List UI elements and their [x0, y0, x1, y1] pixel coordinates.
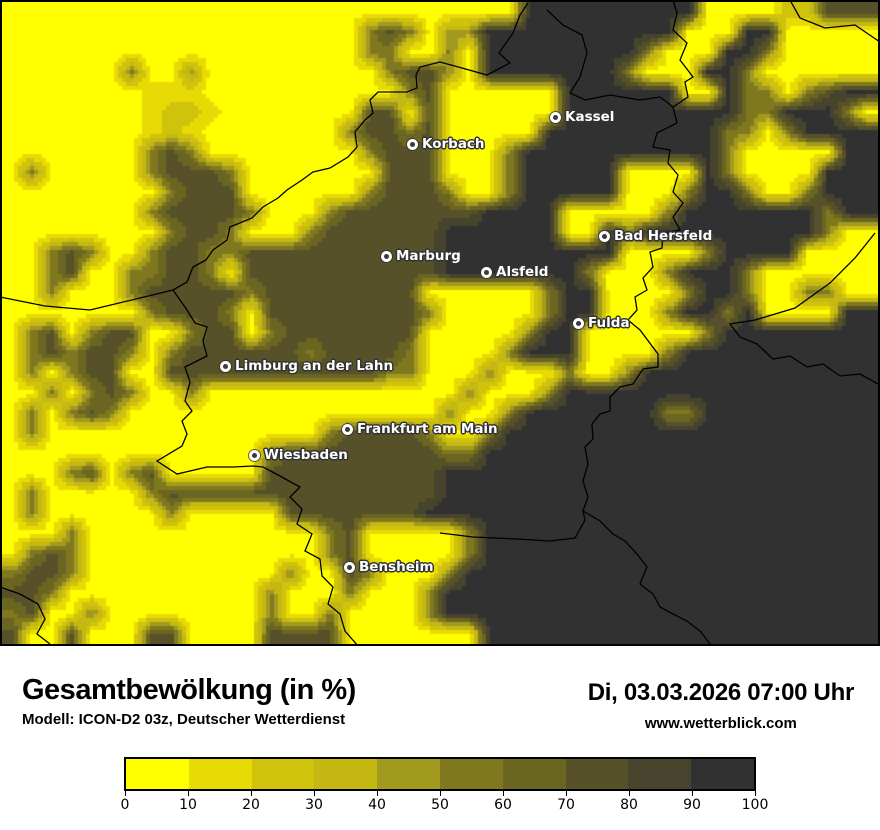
- website-url: www.wetterblick.com: [644, 715, 797, 732]
- legend-tick-mark: [755, 791, 756, 796]
- legend-tick-label: 10: [179, 797, 197, 813]
- legend-segment-70-80: [565, 759, 629, 789]
- legend-segment-40-50: [377, 759, 440, 789]
- map-footer: [0, 646, 880, 830]
- legend-tick-mark: [125, 791, 126, 796]
- legend-segment-0-10: [126, 759, 189, 789]
- color-legend: [124, 757, 756, 791]
- model-info: Modell: ICON-D2 03z, Deutscher Wetterdie…: [22, 711, 346, 728]
- legend-segment-20-30: [251, 759, 315, 789]
- legend-tick-mark: [188, 791, 189, 796]
- legend-tick-mark: [692, 791, 693, 796]
- legend-tick-label: 90: [683, 797, 701, 813]
- legend-segment-60-70: [502, 759, 566, 789]
- legend-tick-label: 40: [368, 797, 386, 813]
- legend-tick-mark: [314, 791, 315, 796]
- legend-segment-30-40: [314, 759, 378, 789]
- valid-datetime: Di, 03.03.2026 07:00 Uhr: [587, 679, 855, 706]
- legend-segment-80-90: [628, 759, 692, 789]
- header-right: Di, 03.03.2026 07:00 Uhr www.wetterblick…: [587, 679, 855, 732]
- legend-tick-label: 70: [557, 797, 575, 813]
- legend-tick-label: 60: [494, 797, 512, 813]
- legend-segment-50-60: [439, 759, 503, 789]
- legend-tick-label: 0: [120, 797, 130, 813]
- legend-tick-mark: [251, 791, 252, 796]
- legend-tick-label: 100: [741, 797, 769, 813]
- cloud-cover-map: Kassel Korbach Bad Hersfeld Marburg Alsfeld F…: [0, 0, 880, 646]
- legend-tick-label: 20: [242, 797, 260, 813]
- legend-tick-mark: [377, 791, 378, 796]
- legend-segment-10-20: [188, 759, 252, 789]
- legend-tick-mark: [566, 791, 567, 796]
- legend-segment-90-100: [691, 759, 754, 789]
- legend-tick-mark: [440, 791, 441, 796]
- legend-tick-label: 80: [620, 797, 638, 813]
- legend-tick-label: 30: [305, 797, 323, 813]
- legend-tick-mark: [629, 791, 630, 796]
- legend-tick-label: 50: [431, 797, 449, 813]
- page-title: Gesamtbewölkung (in %): [22, 674, 356, 706]
- legend-tick-mark: [503, 791, 504, 796]
- cloud-cover-raster: [2, 2, 878, 644]
